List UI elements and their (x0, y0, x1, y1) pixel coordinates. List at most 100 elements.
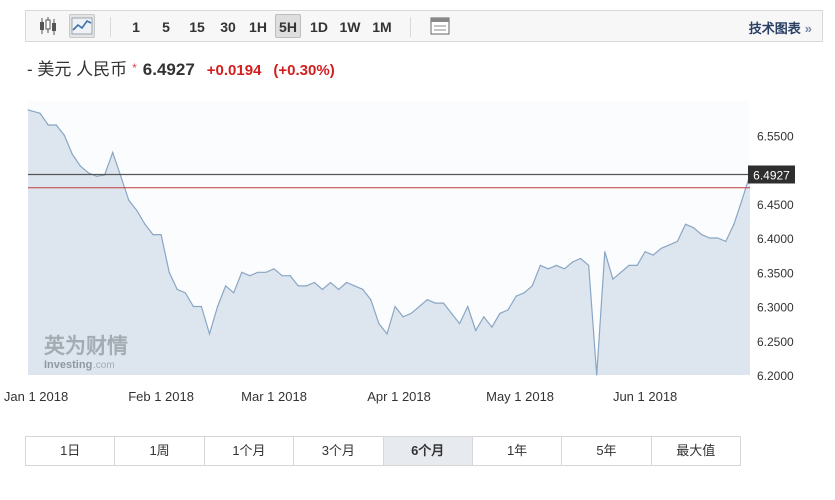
price-point (96, 175, 98, 177)
price-point (233, 292, 235, 294)
interval-5h[interactable]: 5H (275, 14, 301, 38)
range-tab[interactable]: 6个月 (383, 437, 473, 465)
range-tab[interactable]: 3个月 (294, 437, 384, 465)
price-point (265, 271, 267, 273)
interval-15[interactable]: 15 (189, 19, 205, 35)
toolbar-divider (110, 17, 111, 37)
price-point (87, 172, 90, 174)
y-tick-label: 6.3500 (757, 266, 794, 280)
candlestick-icon-svg (40, 17, 56, 35)
price-point (402, 316, 404, 318)
price-point (27, 109, 29, 111)
range-tab[interactable]: 1日 (26, 437, 116, 465)
price-point (418, 305, 420, 308)
price-point (200, 305, 202, 308)
interval-1d[interactable]: 1D (310, 19, 328, 35)
price-point (321, 288, 323, 290)
x-tick-label: Jun 1 2018 (613, 389, 677, 404)
price-point (459, 323, 461, 325)
price-point (289, 275, 291, 277)
watermark-suffix: .com (93, 360, 115, 371)
x-tick-label: Apr 1 2018 (367, 389, 431, 404)
price-point (515, 295, 517, 297)
technical-chart-label: 技术图表 (748, 21, 801, 36)
price-point (241, 271, 243, 273)
toolbar-divider (410, 17, 411, 37)
price-point (329, 281, 332, 284)
price-point (588, 264, 590, 266)
price-point (370, 299, 372, 301)
pair-name: - 美元 人民币 (27, 60, 128, 79)
price-point (507, 309, 509, 311)
price-point (55, 124, 57, 126)
price-point (79, 165, 81, 167)
price-point (394, 305, 396, 308)
price-point (257, 271, 259, 273)
price-change-percent: (+0.30%) (273, 62, 335, 79)
price-point (208, 333, 211, 335)
price-point (410, 312, 412, 314)
price-chart[interactable]: 6.55006.50006.45006.40006.35006.30006.25… (0, 95, 835, 415)
quote-header: - 美元 人民币 * 6.4927 +0.0194 (+0.30%) (27, 58, 335, 82)
y-tick-label: 6.4000 (757, 232, 794, 246)
interval-5[interactable]: 5 (162, 19, 170, 35)
range-tab[interactable]: 1周 (115, 437, 205, 465)
watermark-cn: 英为财情 (44, 334, 128, 358)
price-change: +0.0194 (206, 62, 262, 79)
price-point (136, 210, 138, 212)
price-point (144, 223, 146, 225)
price-point (660, 247, 662, 249)
price-point (636, 264, 638, 266)
price-point (305, 285, 307, 287)
price-point (580, 257, 582, 260)
price-point (249, 275, 251, 277)
price-series-line (27, 109, 751, 376)
price-point (709, 237, 711, 239)
price-point (362, 288, 364, 290)
price-point (571, 261, 574, 263)
price-point (47, 124, 49, 126)
price-point (225, 285, 227, 287)
price-point (644, 251, 646, 253)
price-point (434, 302, 436, 304)
technical-chart-link[interactable]: 技术图表» (749, 18, 812, 37)
current-price-label: 6.4927 (753, 169, 790, 183)
interval-1w[interactable]: 1W (339, 19, 361, 35)
interval-30[interactable]: 30 (220, 19, 236, 35)
price-point (184, 292, 186, 294)
range-tab[interactable]: 1个月 (204, 437, 295, 465)
price-point (39, 112, 41, 114)
price-point (346, 281, 348, 284)
range-tab[interactable]: 1年 (472, 437, 563, 465)
price-point (668, 244, 670, 246)
price-point (217, 305, 219, 308)
price-point (741, 199, 743, 201)
candlestick-icon[interactable] (35, 14, 61, 38)
price-point (499, 312, 501, 314)
interval-1h[interactable]: 1H (249, 19, 267, 35)
price-point (676, 240, 679, 242)
realtime-star-icon: * (132, 61, 137, 75)
price-point (733, 223, 735, 225)
line-chart-icon-svg (71, 17, 93, 35)
x-tick-label: Mar 1 2018 (241, 389, 307, 404)
interval-1[interactable]: 1 (132, 19, 140, 35)
price-point (378, 323, 380, 325)
y-tick-label: 6.4500 (757, 198, 794, 212)
calendar-panel-icon[interactable] (427, 14, 453, 38)
calendar-panel-icon-svg (430, 17, 450, 35)
x-tick-label: May 1 2018 (486, 389, 554, 404)
price-area-fill (28, 109, 750, 376)
price-point (596, 374, 598, 376)
current-price-label-box (748, 165, 795, 184)
price-point (692, 227, 695, 229)
range-tab[interactable]: 5年 (562, 437, 652, 465)
double-chevron-right-icon: » (804, 21, 812, 36)
range-tab[interactable]: 最大值 (651, 437, 740, 465)
price-point (338, 288, 340, 290)
interval-1m[interactable]: 1M (372, 19, 392, 35)
price-point (354, 285, 356, 287)
price-point (684, 223, 687, 225)
price-point (483, 316, 485, 318)
line-chart-icon[interactable] (69, 14, 95, 38)
